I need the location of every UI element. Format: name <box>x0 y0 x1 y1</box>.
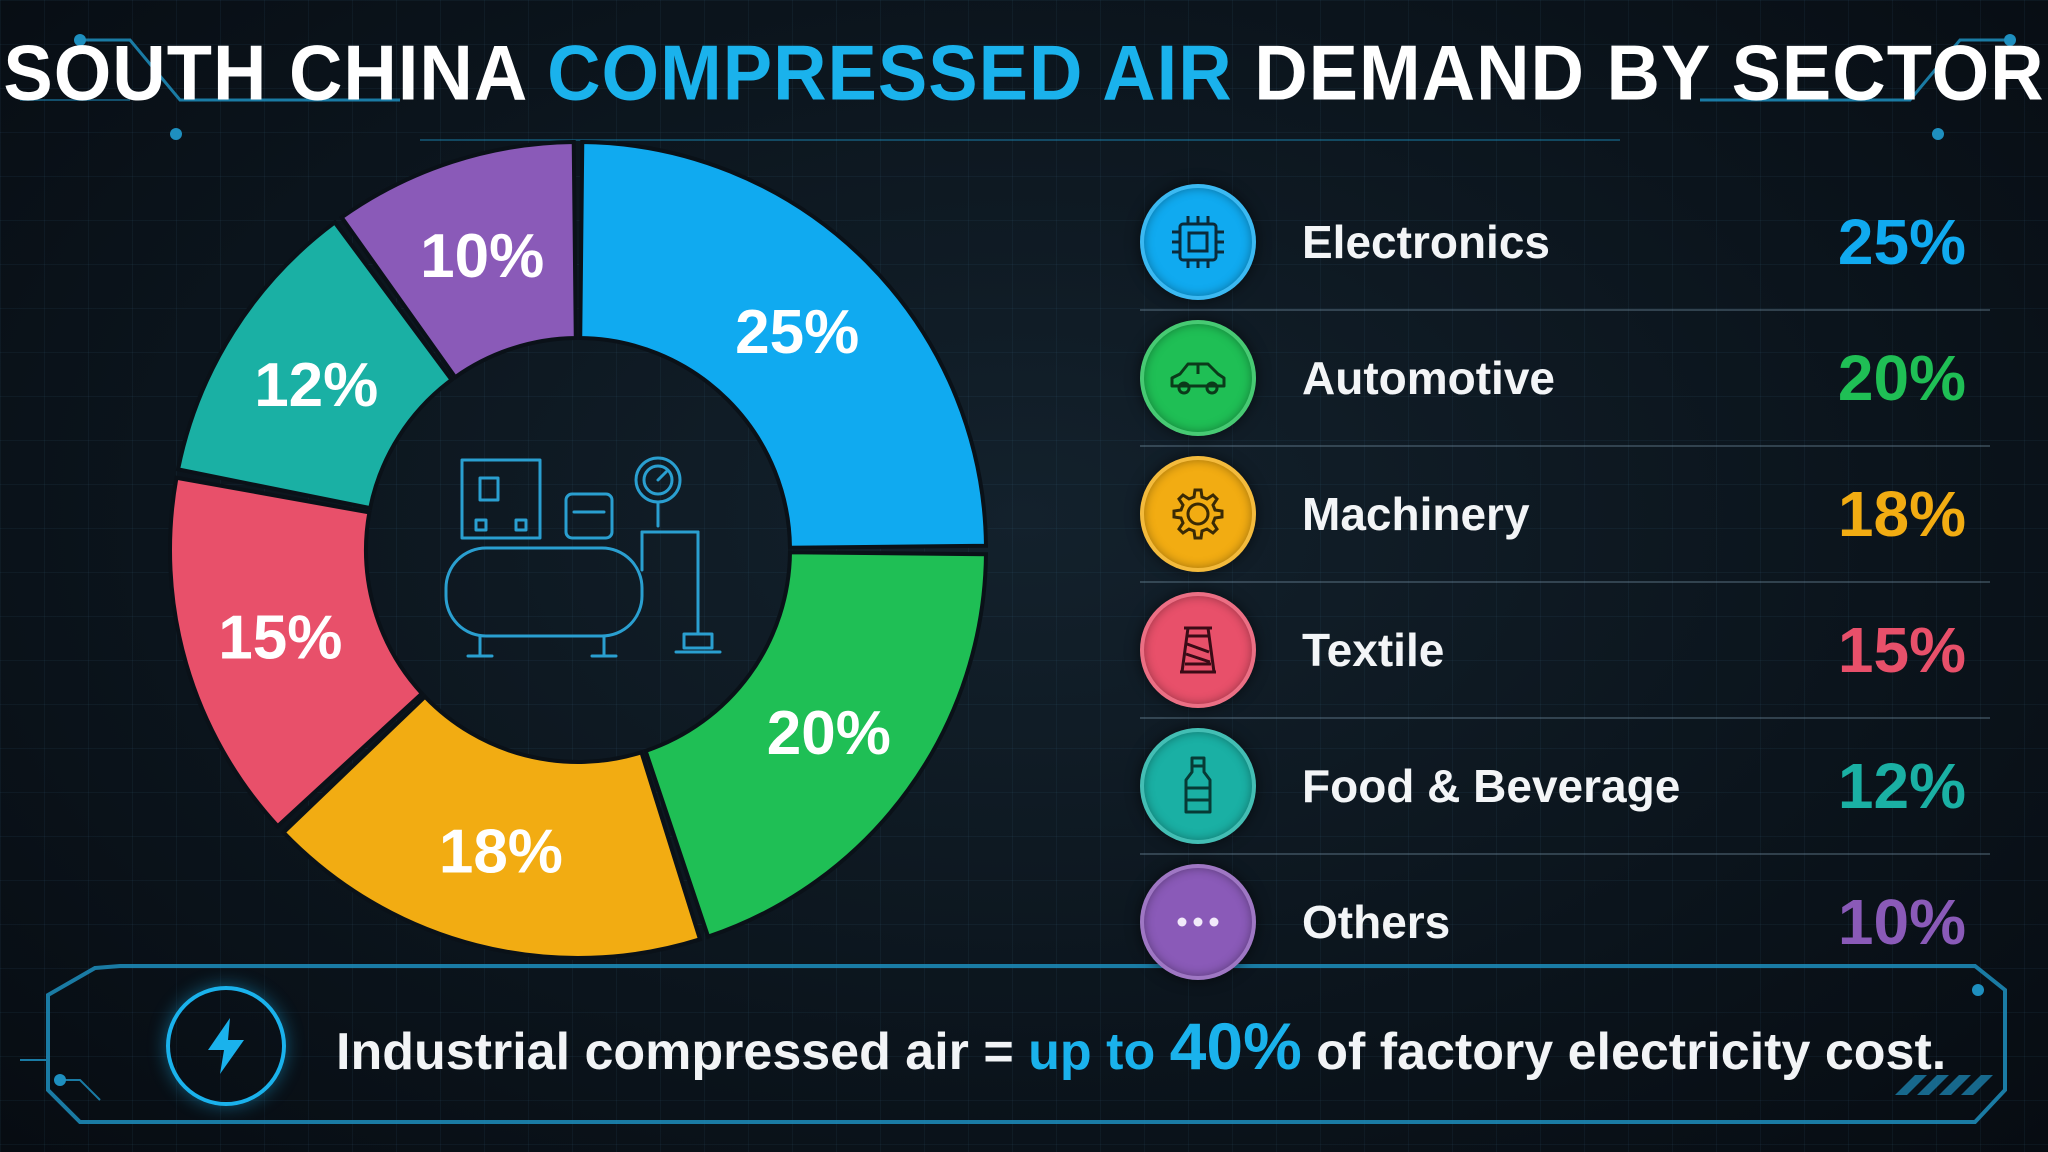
legend-label: Machinery <box>1302 488 1530 540</box>
donut-chart: 25% 20% 18% 15% 12% 10% <box>168 139 989 960</box>
legend-value: 12% <box>1837 750 1966 822</box>
legend-label: Electronics <box>1302 216 1550 268</box>
legend: Electronics 25% Automotive 20% <box>1140 175 1990 989</box>
legend-row-machinery: Machinery 18% <box>1140 447 1990 583</box>
banner-highlight: up to <box>1028 1023 1156 1081</box>
food-beverage-badge <box>1140 728 1256 844</box>
legend-label: Textile <box>1302 624 1445 676</box>
lightning-bolt-icon <box>208 1018 244 1074</box>
slice-label-machinery: 18% <box>439 817 563 886</box>
bottle-icon <box>1184 756 1212 814</box>
page-title: SOUTH CHINA COMPRESSED AIR DEMAND BY SEC… <box>0 28 2048 117</box>
gear-icon <box>1172 488 1224 540</box>
machinery-badge <box>1140 456 1256 572</box>
banner-text: Industrial compressed air = up to 40% of… <box>336 1008 1976 1084</box>
more-dots-icon <box>1177 917 1219 927</box>
car-icon <box>1170 362 1226 395</box>
legend-label: Food & Beverage <box>1302 760 1681 812</box>
banner-text-before: Industrial compressed air = <box>336 1023 1014 1081</box>
slice-electronics <box>578 139 989 550</box>
legend-value: 15% <box>1837 614 1966 686</box>
legend-label: Others <box>1302 896 1451 948</box>
air-compressor-icon <box>444 456 722 658</box>
title-part-2: COMPRESSED AIR <box>547 28 1233 117</box>
slice-label-automotive: 20% <box>767 699 891 768</box>
title-part-3: DEMAND BY SECTOR <box>1254 28 2045 117</box>
slice-machinery <box>280 693 703 960</box>
legend-row-food-beverage: Food & Beverage 12% <box>1140 719 1990 855</box>
slice-label-others: 10% <box>420 222 544 291</box>
slice-label-food-beverage: 12% <box>254 351 378 420</box>
lightning-bolt-badge <box>166 986 286 1106</box>
legend-row-electronics: Electronics 25% <box>1140 175 1990 311</box>
textile-badge <box>1140 592 1256 708</box>
thread-spool-icon <box>1180 626 1216 674</box>
banner-text-after: of factory electricity cost. <box>1316 1023 1947 1081</box>
legend-value: 10% <box>1837 886 1966 958</box>
microchip-icon <box>1172 216 1224 268</box>
slice-label-electronics: 25% <box>735 298 859 367</box>
banner-big-value: 40% <box>1169 1009 1302 1083</box>
slice-automotive <box>643 550 989 940</box>
slice-textile <box>168 475 425 829</box>
others-badge <box>1140 864 1256 980</box>
legend-value: 25% <box>1837 206 1966 278</box>
title-part-1: SOUTH CHINA <box>3 28 526 117</box>
slice-label-textile: 15% <box>218 603 342 672</box>
legend-label: Automotive <box>1302 352 1555 404</box>
legend-row-others: Others 10% <box>1140 855 1990 989</box>
slice-others <box>338 140 578 380</box>
slice-food-beverage <box>175 219 455 511</box>
legend-value: 18% <box>1837 478 1966 550</box>
automotive-badge <box>1140 320 1256 436</box>
electronics-badge <box>1140 184 1256 300</box>
legend-row-automotive: Automotive 20% <box>1140 311 1990 447</box>
legend-row-textile: Textile 15% <box>1140 583 1990 719</box>
legend-value: 20% <box>1837 342 1966 414</box>
